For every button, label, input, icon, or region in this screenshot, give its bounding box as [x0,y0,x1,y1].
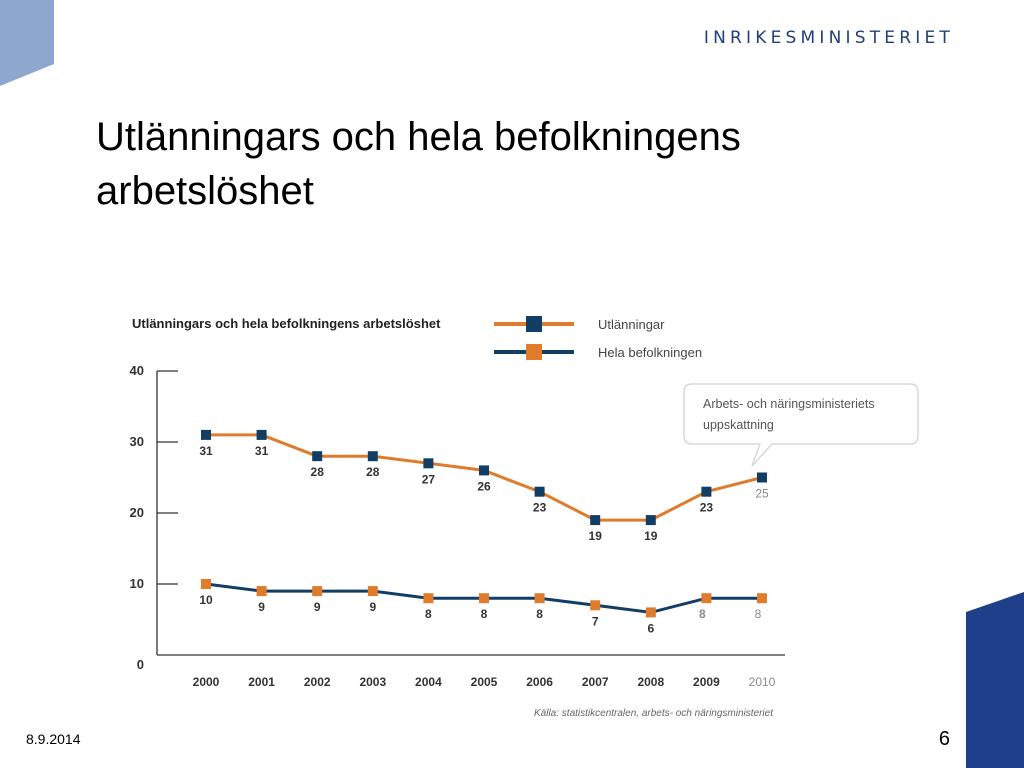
data-point [423,458,434,469]
data-point [367,451,378,462]
callout-bubble [683,383,919,467]
data-point [645,515,656,526]
data-label: 25 [755,487,769,501]
data-point [479,465,489,476]
data-label: 31 [255,444,269,458]
x-tick-label: 2007 [582,675,609,689]
x-tick-label: 2008 [637,675,664,689]
callout-text-line2: uppskattning [703,418,774,432]
data-point [479,593,489,604]
x-tick-label: 2010 [749,675,776,689]
series-line-utlanningar [206,433,763,522]
data-label: 28 [311,465,325,479]
callout-text-line1: Arbets- och näringsministeriets [703,397,875,411]
data-point [201,579,211,589]
data-label: 8 [755,607,762,621]
ministry-logo-text: INRIKESMINISTERIET [703,28,954,48]
data-label: 6 [647,621,654,635]
data-label: 23 [533,501,547,515]
slide-title-line1: Utlänningars och hela befolkningens [96,115,741,159]
data-label: 8 [699,607,706,621]
data-label: 9 [369,600,376,614]
data-label: 8 [481,607,488,621]
x-tick-label: 2002 [304,675,331,689]
data-point [701,486,712,497]
legend-label: Utlänningar [598,317,665,332]
x-tick-label: 2003 [359,675,386,689]
data-label: 19 [644,529,658,543]
slide-title: Utlänningars och hela befolkningens arbe… [96,110,896,218]
data-label: 10 [199,593,213,607]
x-tick-label: 2006 [526,675,553,689]
y-tick-label: 30 [130,434,144,449]
data-point [534,486,545,497]
data-point [534,593,545,604]
data-point [201,429,211,440]
chart-axes: 0 10 20 30 40 2000 2001 2002 2003 2004 2005 2006 200… [130,363,785,689]
data-label: 28 [366,465,380,479]
data-label: 31 [199,444,213,458]
legend-label: Hela befolkningen [598,345,702,360]
data-point [757,472,767,483]
data-label: 26 [477,479,491,493]
x-tick-label: 2005 [471,675,498,689]
x-tick-label: 2009 [693,675,720,689]
corner-decoration-bottom-right [966,592,1024,768]
data-label: 7 [592,614,599,628]
chart-source: Källa: statistikcentralen, arbets- och n… [534,708,774,719]
chart-title: Utlänningars och hela befolkningens arbe… [132,316,441,331]
legend-marker [526,316,542,332]
data-point [645,607,656,618]
data-point [367,586,378,597]
data-point [256,586,267,597]
data-point [590,515,601,526]
y-tick-label: 20 [130,505,144,520]
data-point [701,593,712,604]
x-tick-label: 2001 [248,675,275,689]
corner-decoration-top-left [0,0,54,86]
x-tick-label: 2004 [415,675,442,689]
data-label: 9 [314,600,321,614]
data-label: 19 [589,529,603,543]
data-point [590,600,601,611]
y-tick-label: 0 [137,657,144,672]
data-label: 27 [422,472,436,486]
chart-series: 31 31 28 28 27 26 23 19 19 23 25 10 9 9 9 8 8 8 7 6 8 8 [199,429,769,635]
data-label: 8 [536,607,543,621]
data-point [256,429,267,440]
data-label: 23 [700,501,714,515]
data-point [423,593,434,604]
chart-legend: Utlänningar Hela befolkningen [494,316,702,360]
data-label: 9 [258,600,265,614]
data-point [312,586,323,597]
legend-marker [526,344,542,360]
data-point [312,451,323,462]
annotation-callout: Arbets- och näringsministeriets uppskatt… [683,383,919,467]
x-tick-label: 2000 [193,675,220,689]
y-tick-label: 10 [130,576,144,591]
page-number: 6 [938,728,950,750]
data-point [757,593,767,604]
slide-title-line2: arbetslöshet [96,169,314,213]
footer-date: 8.9.2014 [26,731,81,747]
y-tick-label: 40 [130,363,144,378]
data-label: 8 [425,607,432,621]
